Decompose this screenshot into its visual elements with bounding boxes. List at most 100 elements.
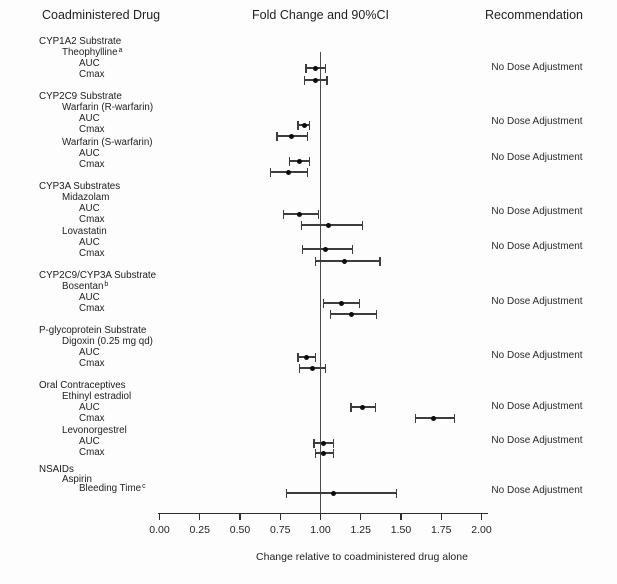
x-axis-tick [360, 513, 362, 520]
point-estimate-marker [348, 311, 354, 317]
x-axis-tick [400, 513, 402, 520]
point-estimate-marker [430, 415, 436, 421]
ci-cap-left [329, 309, 331, 319]
ci-cap-right [324, 63, 326, 73]
point-estimate-marker [338, 300, 344, 306]
x-axis-tick [199, 513, 201, 520]
point-estimate-marker [342, 258, 348, 264]
ci-cap-right [308, 120, 310, 130]
x-axis-tick [279, 513, 281, 520]
ci-cap-right [395, 488, 397, 498]
row-label: AUC [79, 237, 100, 248]
x-axis-tick [480, 513, 483, 520]
row-label: AUC [79, 113, 100, 124]
ci-cap-right [307, 167, 309, 177]
ci-cap-right [315, 352, 317, 362]
row-label: Cmax [79, 447, 105, 458]
point-estimate-marker [322, 246, 328, 252]
row-label: Cmax [79, 413, 105, 424]
row-label: Cmax [79, 124, 105, 135]
ci-cap-left [282, 209, 285, 219]
row-label: Levonorgestrel [62, 425, 127, 436]
x-axis-title: Change relative to coadministered drug a… [256, 551, 468, 563]
row-label: AUC [79, 148, 100, 159]
recommendation-label: No Dose Adjustment [491, 296, 583, 307]
column-header-drug: Coadministered Drug [42, 8, 161, 22]
ci-cap-right [361, 220, 363, 230]
point-estimate-marker [326, 222, 332, 228]
group-label: CYP3A Substrates [39, 181, 121, 192]
row-label: Cmax [79, 159, 105, 170]
group-label: CYP1A2 Substrate [39, 36, 122, 47]
group-label: NSAIDs [39, 464, 74, 475]
point-estimate-marker [297, 211, 303, 217]
recommendation-label: No Dose Adjustment [491, 116, 583, 127]
x-axis-tick-label: 0.75 [270, 524, 291, 536]
point-estimate-marker [321, 440, 327, 446]
x-axis-tick [239, 513, 241, 520]
ci-cap-left [414, 413, 417, 423]
ci-cap-left [286, 488, 288, 498]
ci-cap-left [297, 352, 299, 362]
ci-cap-left [350, 402, 352, 412]
ci-cap-left [298, 363, 301, 373]
column-header-fold-change: Fold Change and 90%CI [252, 8, 389, 22]
point-estimate-marker [313, 77, 319, 83]
point-estimate-marker [321, 450, 327, 456]
ci-cap-right [318, 209, 320, 219]
x-axis-tick-label: 1.25 [350, 524, 371, 536]
point-estimate-marker [285, 169, 291, 175]
ci-cap-left [303, 75, 305, 85]
x-axis-tick [319, 513, 322, 520]
superscript-note: b [104, 280, 109, 288]
ci-cap-left [315, 256, 317, 266]
row-label: Warfarin (S-warfarin) [62, 137, 153, 148]
row-label: Cmax [79, 214, 105, 225]
x-axis-tick-label: 1.75 [431, 524, 452, 536]
row-label: AUC [79, 402, 100, 413]
point-estimate-marker [313, 65, 319, 71]
x-axis-tick-label: 1.50 [390, 524, 412, 536]
point-estimate-marker [330, 490, 336, 496]
x-axis-tick-label: 2.00 [471, 524, 492, 536]
x-axis-tick [440, 513, 442, 520]
ci-bar [301, 224, 363, 226]
ci-cap-right [453, 413, 455, 423]
ci-cap-left [313, 438, 315, 448]
superscript-note: a [118, 46, 123, 54]
row-label: Theophyllinea [62, 46, 123, 59]
row-label: Digoxin (0.25 mg qd) [62, 336, 153, 347]
ci-cap-left [297, 120, 299, 130]
x-axis-tick [158, 513, 161, 520]
recommendation-label: No Dose Adjustment [491, 350, 583, 361]
ci-cap-right [332, 438, 334, 448]
row-label: AUC [79, 347, 100, 358]
ci-bar [315, 260, 381, 262]
x-axis-tick-label: 0.50 [229, 524, 251, 536]
point-estimate-marker [301, 122, 307, 128]
row-label: Bosentanb [62, 280, 109, 293]
point-estimate-marker [359, 404, 365, 410]
group-label: CYP2C9 Substrate [39, 91, 122, 102]
point-estimate-marker [303, 354, 309, 360]
row-label: Bleeding Timec [79, 482, 146, 495]
ci-cap-left [269, 167, 272, 177]
row-label: AUC [79, 58, 100, 69]
x-axis-tick-label: 1.00 [310, 524, 331, 536]
recommendation-label: No Dose Adjustment [491, 485, 583, 496]
superscript-note: c [142, 482, 146, 490]
row-label: Aspirin [62, 474, 92, 485]
recommendation-label: No Dose Adjustment [491, 435, 583, 446]
row-label: Cmax [79, 69, 105, 80]
row-label: Warfarin (R-warfarin) [62, 102, 154, 113]
reference-line [319, 52, 322, 513]
row-label: Ethinyl estradiol [62, 391, 132, 402]
ci-cap-right [307, 131, 309, 141]
row-label: Midazolam [62, 192, 110, 203]
ci-cap-left [300, 220, 302, 230]
x-axis-tick-label: 0.00 [149, 524, 170, 536]
ci-cap-right [332, 448, 334, 458]
row-label: AUC [79, 436, 100, 447]
ci-cap-left [276, 131, 278, 141]
